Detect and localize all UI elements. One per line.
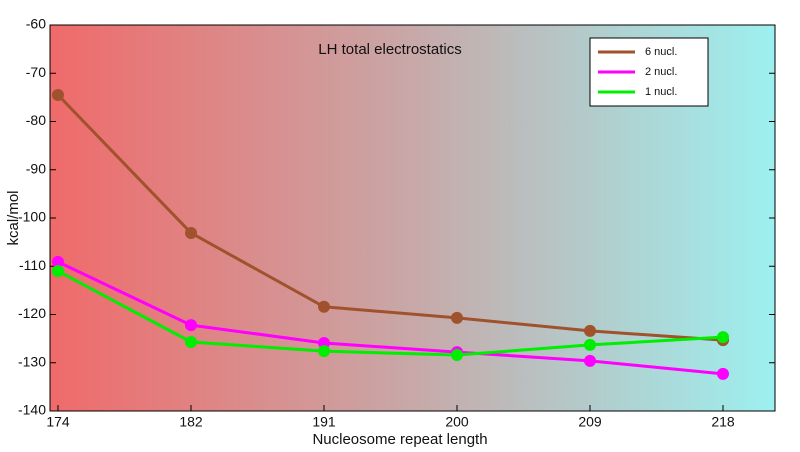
data-point [451,311,463,324]
data-point [451,349,463,362]
chart-title: LH total electrostatics [318,41,461,58]
y-tick-label: -70 [26,64,46,80]
y-tick-label: -60 [26,16,46,32]
data-point [584,324,596,337]
y-tick-label: -110 [19,257,46,273]
series-line [57,269,724,357]
y-axis-label: kcal/mol [5,190,22,245]
x-tick-label: 218 [711,414,735,430]
y-tick-label: -130 [18,353,46,369]
data-point [318,336,330,349]
series-line [57,260,724,376]
y-tick-label: -80 [26,112,46,128]
data-point [318,300,330,313]
x-tick-label: 191 [312,414,336,430]
x-tick-label: 209 [578,414,602,430]
x-tick-label: 182 [179,414,203,430]
series-line [56,93,724,342]
legend-label: 2 nucl. [645,66,677,78]
data-point [185,226,197,239]
data-point [185,336,197,349]
data-point [717,331,729,344]
legend-label: 1 nucl. [645,86,677,98]
data-point [318,345,330,358]
data-point [52,255,64,268]
data-point [185,319,197,332]
y-tick-label: -90 [26,160,46,176]
y-tick-label: -100 [18,209,46,225]
x-axis-label: Nucleosome repeat length [312,431,487,448]
data-point [52,265,64,278]
x-tick-label: 174 [46,414,70,430]
data-point [717,367,729,380]
legend-label: 6 nucl. [645,46,677,58]
data-point [584,354,596,367]
data-point [52,88,64,101]
y-tick-label: -140 [18,402,46,418]
data-point [584,338,596,351]
y-tick-label: -120 [18,305,46,321]
x-tick-label: 200 [445,414,469,430]
